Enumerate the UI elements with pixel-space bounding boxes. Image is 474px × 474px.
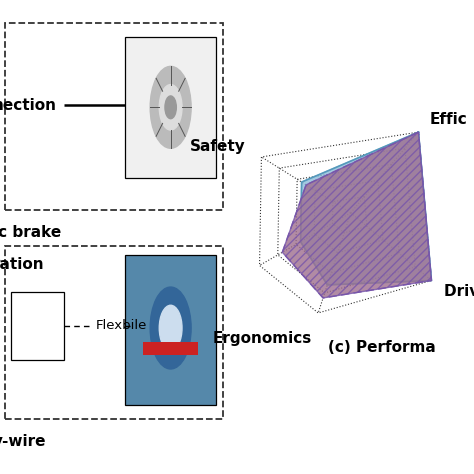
Text: y-wire: y-wire [0,434,46,449]
Circle shape [165,96,176,118]
Text: Flexbile: Flexbile [96,319,147,332]
Text: ic brake: ic brake [0,225,62,240]
Polygon shape [283,132,431,298]
Text: ration: ration [0,257,45,272]
Circle shape [159,305,182,351]
Circle shape [150,287,191,369]
Text: Safety: Safety [190,139,246,155]
Text: Ergonomics: Ergonomics [213,331,312,346]
Text: Effic: Effic [429,112,467,127]
Polygon shape [143,342,198,356]
Circle shape [159,84,182,130]
Text: Driving P: Driving P [444,284,474,299]
Text: nection: nection [0,98,57,112]
Polygon shape [125,255,216,405]
Polygon shape [125,37,216,178]
Circle shape [150,66,191,148]
Text: (c) Performa: (c) Performa [328,340,436,355]
Polygon shape [301,132,431,285]
